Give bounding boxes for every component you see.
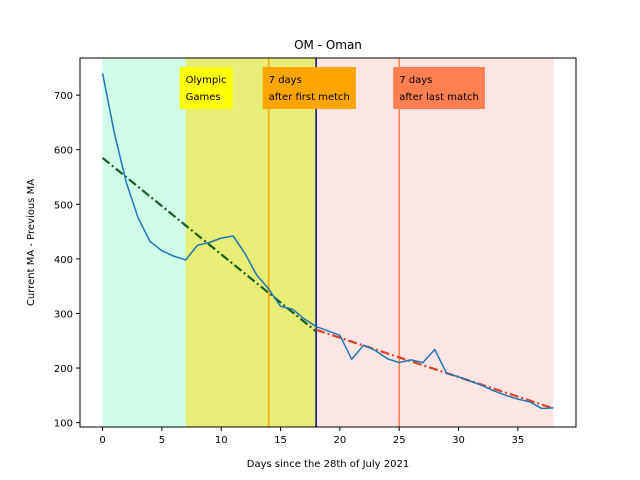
- trend-lines: [101, 157, 554, 410]
- y-tick-label: 600: [54, 146, 73, 157]
- trend-line-1: [315, 328, 554, 410]
- x-tick-label: 0: [99, 435, 105, 446]
- annotation-line-1-1: after first metch: [269, 92, 350, 103]
- y-tick-label: 700: [54, 91, 73, 102]
- event-lines: [267, 58, 400, 427]
- annotation-box-0: [179, 67, 233, 109]
- y-tick-label: 300: [54, 309, 73, 320]
- y-axis-label: Current MA - Previous MA: [26, 179, 37, 306]
- x-tick-label: 15: [274, 435, 287, 446]
- y-tick-label: 500: [54, 200, 73, 211]
- y-tick-label: 400: [54, 255, 73, 266]
- annotation-text-0: Olympic Games: [186, 75, 227, 103]
- x-tick-label: 25: [393, 435, 406, 446]
- annotation-text-1: 7 days after first metch: [269, 75, 350, 103]
- annotation-line-0-1: Games: [186, 92, 221, 103]
- annotation-box-1: [262, 67, 356, 109]
- x-axis: 0 5 10 15 20 25 30 35: [99, 427, 524, 446]
- annotation-1: 7 days after first metch: [262, 67, 356, 109]
- region-1: [185, 58, 317, 427]
- y-tick-label: 200: [54, 364, 73, 375]
- plot-frame: [79, 57, 577, 428]
- shaded-regions: [102, 58, 554, 427]
- y-axis: 100 200 300 400 500 600 700: [54, 91, 80, 430]
- x-axis-label: Days since the 28th of July 2021: [247, 459, 409, 470]
- x-tick-label: 30: [452, 435, 465, 446]
- annotation-text-2: 7 days after last match: [399, 75, 479, 103]
- x-tick-label: 20: [333, 435, 346, 446]
- annotation-box-2: [393, 67, 485, 109]
- series-line-0: [101, 73, 554, 410]
- series-lines: [101, 73, 554, 410]
- annotation-line-0-0: Olympic: [186, 75, 227, 86]
- y-tick-label: 100: [54, 419, 73, 430]
- region-0: [102, 58, 186, 427]
- annotation-line-2-0: 7 days: [399, 75, 432, 86]
- annotation-line-1-0: 7 days: [269, 75, 302, 86]
- x-tick-label: 10: [215, 435, 228, 446]
- annotation-2: 7 days after last match: [393, 67, 485, 109]
- annotation-line-2-1: after last match: [399, 92, 479, 103]
- annotation-0: Olympic Games: [179, 67, 233, 109]
- x-tick-label: 35: [511, 435, 524, 446]
- trend-line-0: [101, 157, 317, 333]
- region-2: [316, 58, 554, 427]
- chart-title: OM - Oman: [294, 38, 362, 52]
- x-tick-label: 5: [159, 435, 165, 446]
